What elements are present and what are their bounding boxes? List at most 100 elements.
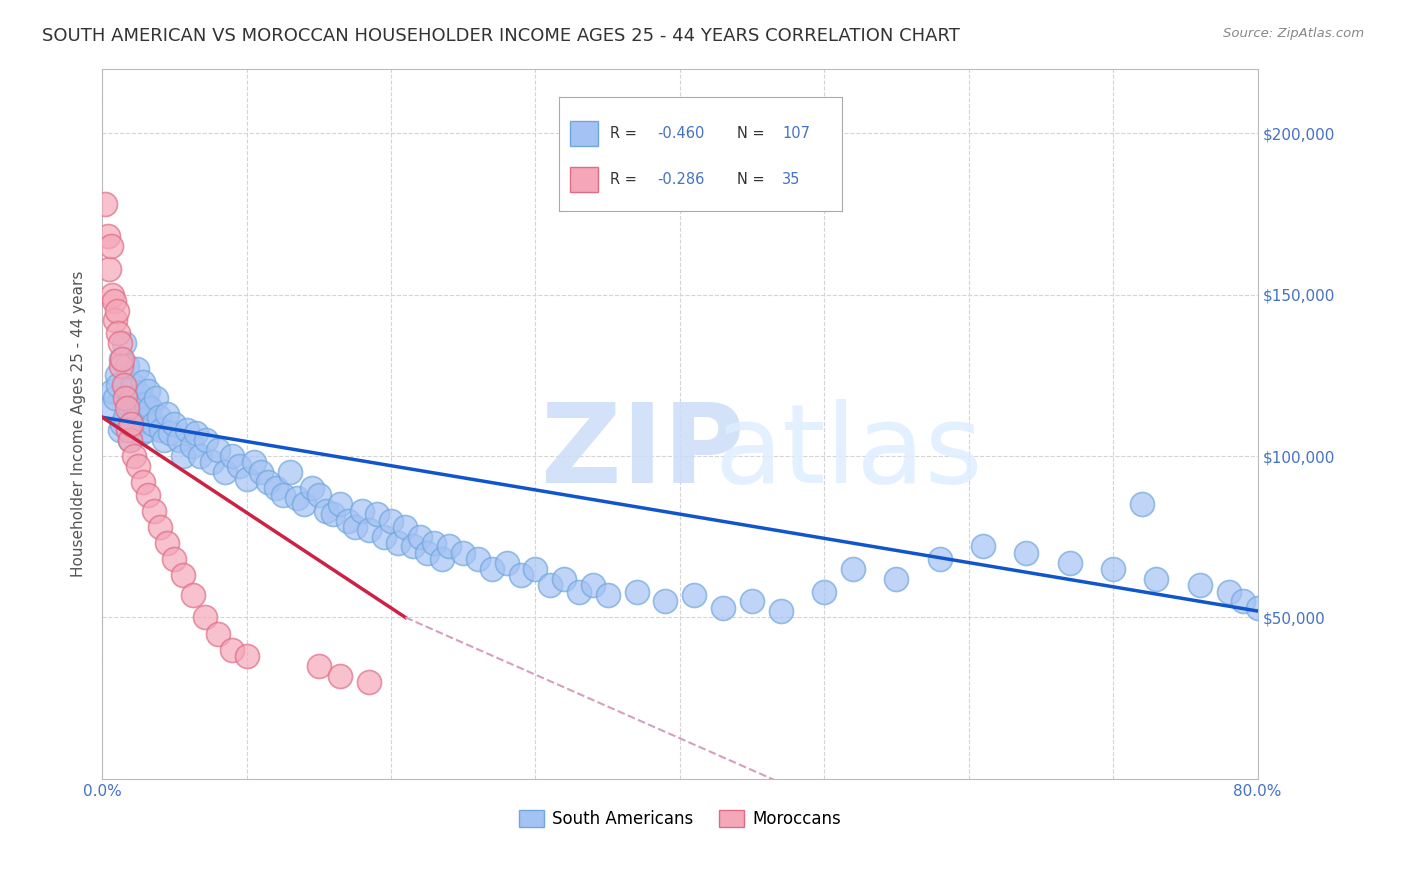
Point <box>117 423 139 437</box>
Point <box>181 588 204 602</box>
Point <box>430 552 453 566</box>
Point <box>108 423 131 437</box>
Text: atlas: atlas <box>714 399 983 506</box>
Point <box>402 540 425 554</box>
Point <box>1130 498 1153 512</box>
Point <box>131 375 153 389</box>
Point <box>120 417 142 431</box>
Point <box>110 352 132 367</box>
Point <box>190 449 212 463</box>
Point <box>138 384 160 399</box>
Point <box>972 540 994 554</box>
Point <box>683 588 706 602</box>
Point <box>495 556 517 570</box>
Point <box>122 449 145 463</box>
Point <box>107 378 129 392</box>
Point <box>221 449 243 463</box>
Point <box>336 514 359 528</box>
Point <box>1246 600 1268 615</box>
Point <box>582 578 605 592</box>
Point <box>97 229 120 244</box>
Text: Source: ZipAtlas.com: Source: ZipAtlas.com <box>1223 27 1364 40</box>
Point <box>343 520 366 534</box>
Point <box>184 426 207 441</box>
Point <box>104 313 127 327</box>
Point <box>207 626 229 640</box>
Point <box>308 659 330 673</box>
Point <box>163 552 186 566</box>
Point <box>105 368 128 383</box>
Point <box>98 261 121 276</box>
Point <box>285 491 308 505</box>
Point <box>264 481 287 495</box>
Point <box>510 568 533 582</box>
Point <box>928 552 950 566</box>
Point <box>127 407 149 421</box>
Point <box>596 588 619 602</box>
Point <box>221 642 243 657</box>
Point <box>138 488 160 502</box>
Point <box>107 326 129 341</box>
Point <box>373 530 395 544</box>
Point <box>127 458 149 473</box>
Point <box>380 514 402 528</box>
Point <box>101 287 124 301</box>
Point <box>207 442 229 457</box>
Point <box>387 536 409 550</box>
Point <box>409 530 432 544</box>
Point <box>1232 594 1254 608</box>
Point <box>100 239 122 253</box>
Point <box>118 433 141 447</box>
Point <box>114 410 136 425</box>
Point <box>145 391 167 405</box>
Point <box>366 507 388 521</box>
Point <box>176 423 198 437</box>
Point <box>394 520 416 534</box>
Point <box>1144 572 1167 586</box>
Point <box>842 562 865 576</box>
Point <box>235 472 257 486</box>
Point <box>1102 562 1125 576</box>
Point <box>131 475 153 489</box>
Point <box>301 481 323 495</box>
Point <box>201 455 224 469</box>
Point <box>136 423 159 437</box>
Point <box>149 520 172 534</box>
Point <box>308 488 330 502</box>
Point <box>108 336 131 351</box>
Point <box>352 504 374 518</box>
Point <box>359 523 381 537</box>
Point <box>626 584 648 599</box>
Point <box>153 433 176 447</box>
Point <box>172 568 194 582</box>
Point <box>172 449 194 463</box>
Point <box>128 387 150 401</box>
Point <box>322 507 344 521</box>
Point <box>315 504 337 518</box>
Point <box>117 397 139 411</box>
Point <box>135 397 157 411</box>
Point <box>278 465 301 479</box>
Point <box>553 572 575 586</box>
Point <box>167 433 190 447</box>
Point <box>124 401 146 415</box>
Point <box>271 488 294 502</box>
Point <box>112 336 135 351</box>
Point <box>243 455 266 469</box>
Point <box>711 600 734 615</box>
Point <box>125 361 148 376</box>
Point <box>103 293 125 308</box>
Point <box>250 465 273 479</box>
Point <box>156 407 179 421</box>
Point <box>654 594 676 608</box>
Point <box>329 668 352 682</box>
Point <box>115 359 138 373</box>
Point <box>228 458 250 473</box>
Point <box>568 584 591 599</box>
Point <box>194 610 217 624</box>
Point <box>156 536 179 550</box>
Point <box>112 378 135 392</box>
Point <box>423 536 446 550</box>
Point <box>122 420 145 434</box>
Point <box>1059 556 1081 570</box>
